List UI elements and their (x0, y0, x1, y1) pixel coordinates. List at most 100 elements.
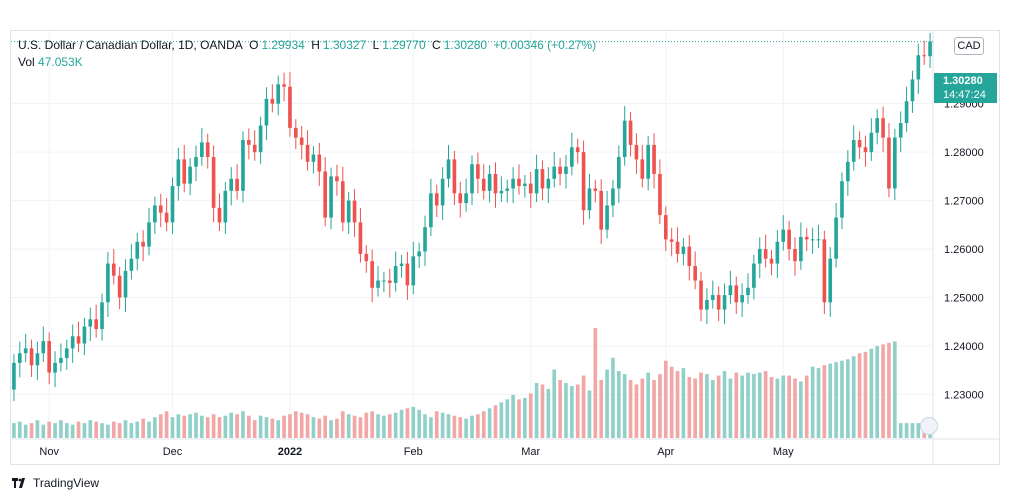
volume-bar (793, 379, 797, 438)
volume-bar (406, 408, 410, 438)
volume-bar (200, 416, 204, 438)
volume-bar (94, 422, 98, 438)
candle-body (206, 142, 210, 157)
candle-body (605, 205, 609, 229)
volume-bar (564, 383, 568, 438)
volume-bar (541, 384, 545, 438)
volume-bar (464, 419, 468, 438)
volume-value: 47.053K (38, 55, 83, 69)
volume-bar (911, 423, 915, 438)
volume-bar (693, 379, 697, 438)
volume-bar (646, 373, 650, 438)
candle-body (41, 341, 45, 353)
volume-bar (88, 420, 92, 438)
last-price: 1.30280 (943, 75, 983, 87)
candle-body (770, 259, 774, 264)
volume-bar (118, 423, 122, 438)
candle-body (359, 222, 363, 253)
candle-body (153, 205, 157, 222)
volume-bar (764, 371, 768, 438)
volume-bar (282, 416, 286, 438)
volume-bar (12, 423, 16, 438)
candle-body (693, 266, 697, 281)
volume-bar (858, 353, 862, 438)
volume-bar (547, 389, 551, 438)
candle-body (71, 336, 75, 348)
volume-bar (535, 383, 539, 438)
candle-body (83, 327, 87, 344)
volume-bar (147, 422, 151, 438)
candle-body (347, 201, 351, 223)
volume-bar (53, 423, 57, 438)
candle-body (382, 281, 386, 282)
volume-bar (41, 425, 45, 438)
volume-bar (664, 361, 668, 438)
candle-body (500, 191, 504, 193)
x-tick-label: 2022 (278, 446, 302, 458)
candle-body (65, 348, 69, 358)
y-tick-label: 1.23000 (944, 389, 984, 401)
candle-body (53, 363, 57, 373)
volume-bar (781, 376, 785, 438)
x-tick-label: Nov (39, 446, 59, 458)
candle-body (24, 348, 28, 353)
candle-body (811, 239, 815, 240)
volume-bar (359, 417, 363, 438)
candle-body (805, 237, 809, 239)
volume-bar (317, 419, 321, 438)
volume-bar (341, 411, 345, 438)
volume-bar (100, 423, 104, 438)
candle-body (588, 188, 592, 210)
volume-bar (59, 420, 63, 438)
volume-bar (640, 379, 644, 438)
candle-body (282, 84, 286, 86)
volume-bar (206, 417, 210, 438)
volume-bar (47, 422, 51, 438)
candle-body (635, 145, 639, 160)
candle-body (253, 145, 257, 152)
candle-body (670, 239, 674, 241)
candle-body (887, 138, 891, 189)
volume-bar (417, 410, 421, 438)
volume-bar (523, 398, 527, 438)
candle-body (752, 264, 756, 288)
candle-body (265, 99, 269, 126)
candle-body (435, 193, 439, 205)
volume-bar (899, 423, 903, 438)
candle-body (306, 145, 310, 162)
volume-bar (476, 414, 480, 438)
candle-body (852, 140, 856, 162)
currency-badge[interactable]: CAD (954, 37, 984, 55)
flag-icon[interactable] (920, 417, 938, 435)
volume-bar (288, 414, 292, 438)
candlestick-chart[interactable]: 1.230001.240001.250001.260001.270001.280… (0, 0, 1012, 501)
volume-bar (617, 371, 621, 438)
volume-bar (400, 410, 404, 438)
candle-body (177, 159, 181, 186)
x-tick-label: Feb (404, 446, 423, 458)
volume-bar (335, 419, 339, 438)
volume-bar (776, 379, 780, 438)
candle-body (194, 157, 198, 167)
volume-bar (235, 414, 239, 438)
volume-bar (870, 349, 874, 438)
candle-body (288, 87, 292, 128)
candle-body (535, 169, 539, 193)
candle-body (400, 264, 404, 266)
volume-bar (30, 423, 34, 438)
volume-bar (83, 423, 87, 438)
candle-body (517, 179, 521, 186)
candle-body (523, 184, 527, 186)
volume-bar (370, 411, 374, 438)
x-tick-label: May (773, 446, 794, 458)
volume-bar (852, 356, 856, 438)
volume-bar (376, 414, 380, 438)
volume-bar (570, 386, 574, 438)
volume-bar (623, 374, 627, 438)
candle-body (740, 295, 744, 302)
candle-body (271, 99, 275, 104)
tradingview-logo[interactable]: TradingView (12, 476, 99, 490)
volume-bar (652, 380, 656, 438)
volume-bar (588, 390, 592, 438)
candle-body (494, 174, 498, 193)
